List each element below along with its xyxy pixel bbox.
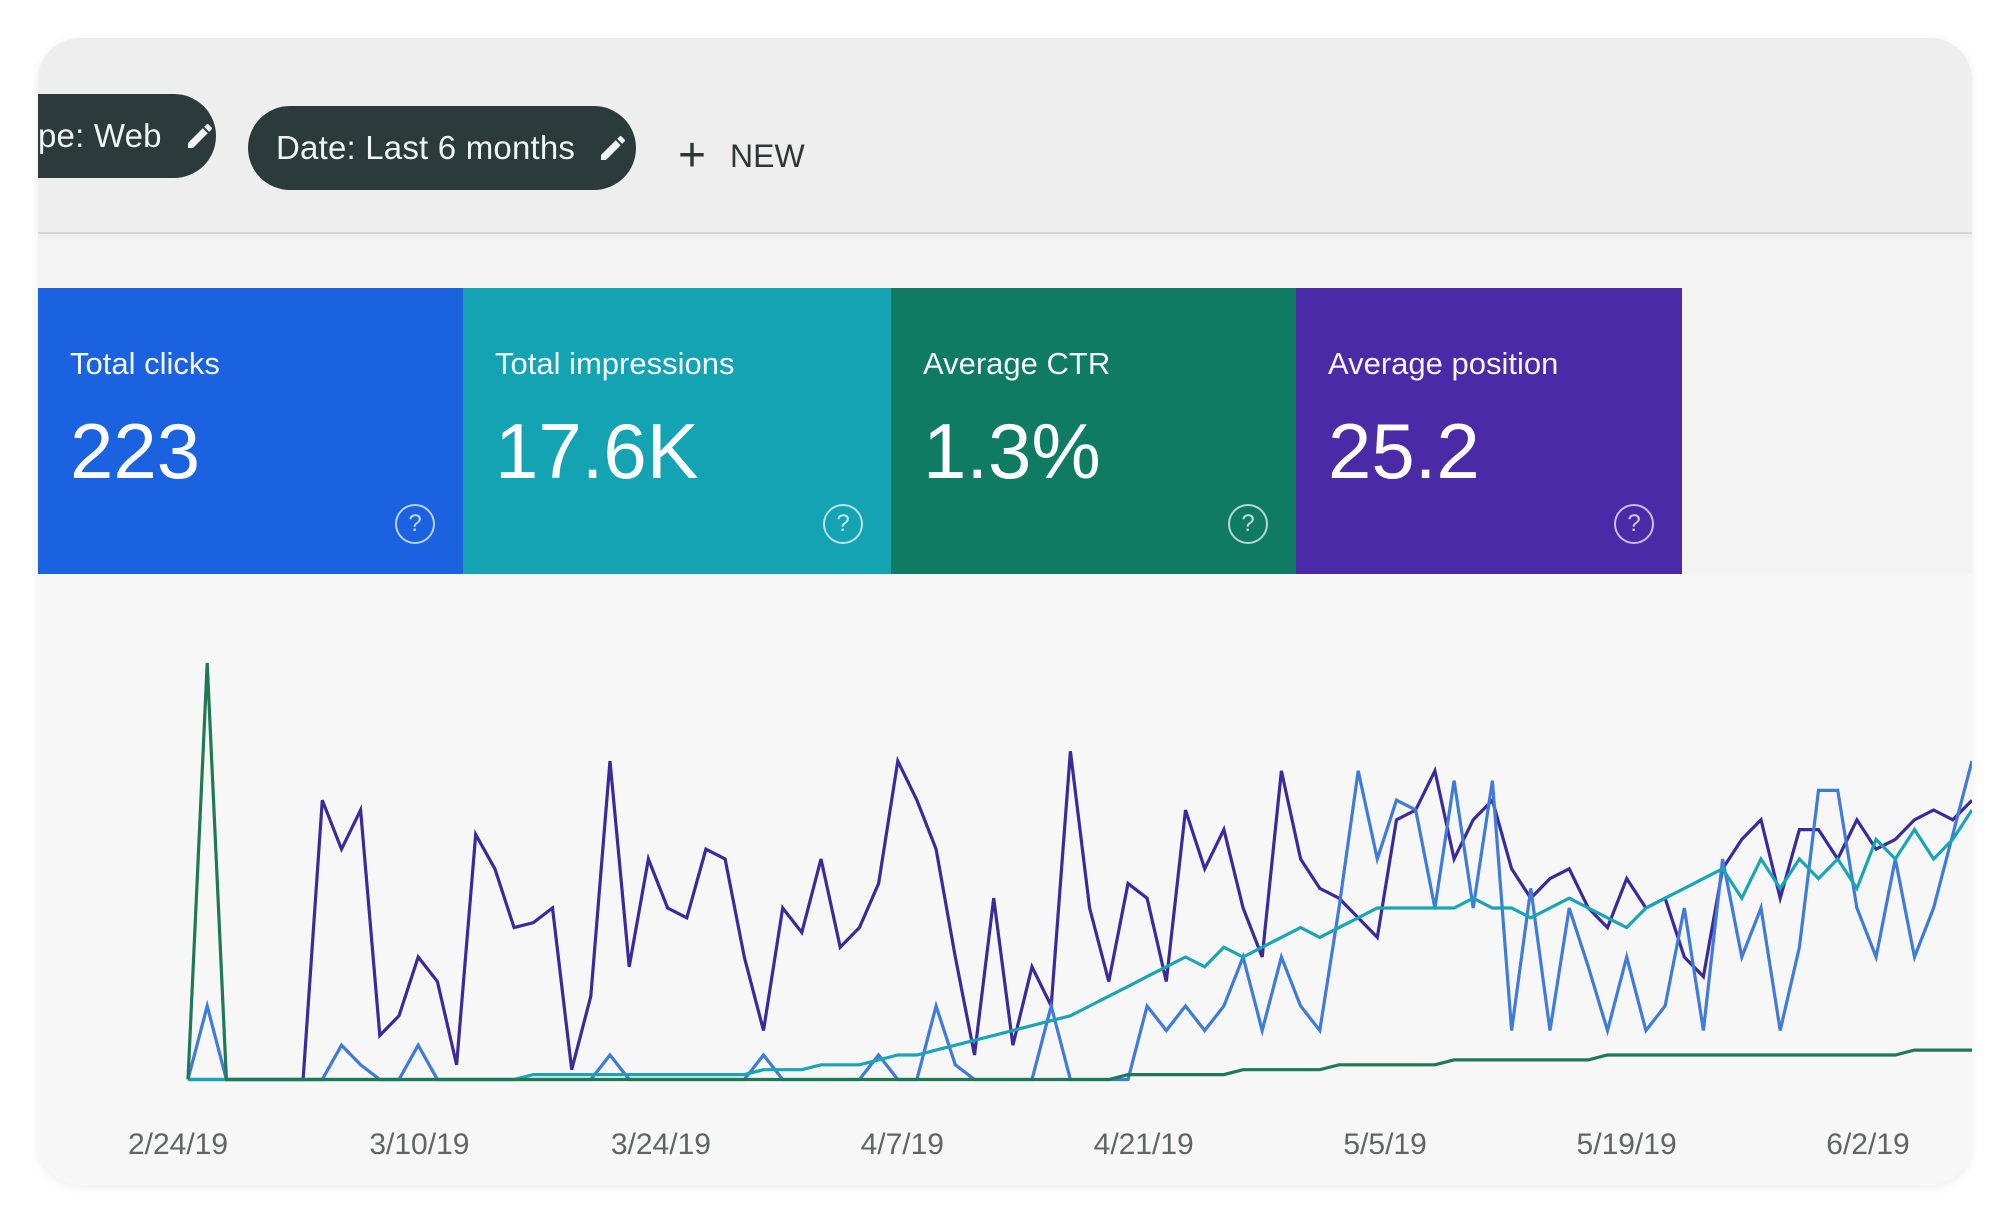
metric-card-label: Total clicks	[70, 346, 220, 381]
chart-series-line-1	[188, 751, 1972, 1082]
toolbar-divider	[38, 232, 1972, 234]
search-type-filter-chip[interactable]: pe: Web	[38, 94, 216, 178]
x-axis-tick-label: 5/19/19	[1577, 1128, 1677, 1161]
metric-card-average-position[interactable]: Average position 25.2 ?	[1296, 288, 1682, 574]
pencil-icon[interactable]	[597, 132, 629, 164]
date-filter-chip[interactable]: Date: Last 6 months	[248, 106, 636, 190]
metric-card-label: Average position	[1328, 346, 1559, 381]
metric-card-label: Total impressions	[495, 346, 735, 381]
search-type-chip-label: pe: Web	[38, 117, 162, 154]
x-axis-tick-label: 3/24/19	[611, 1128, 711, 1161]
x-axis-tick-label: 4/21/19	[1094, 1128, 1194, 1161]
performance-chart: 2/24/19 3/10/19 3/24/19 4/7/19 4/21/19 5/5/19…	[38, 574, 1972, 1185]
x-axis-tick-label: 2/24/19	[128, 1128, 228, 1161]
chart-series-line-3	[188, 809, 1972, 1082]
metric-card-value: 25.2	[1328, 407, 1480, 495]
pencil-icon[interactable]	[184, 120, 216, 152]
performance-line-chart: 2/24/19 3/10/19 3/24/19 4/7/19 4/21/19 5/5/19…	[128, 662, 1972, 1161]
metric-card-total-impressions[interactable]: Total impressions 17.6K ?	[463, 288, 891, 574]
x-axis-tick-label: 5/5/19	[1343, 1128, 1426, 1161]
filter-toolbar: pe: Web Date: Last 6 months + NEW	[38, 38, 1972, 238]
metric-cards: Total clicks 223 ? Total impressions 17.…	[38, 288, 1682, 574]
help-icon[interactable]: ?	[1228, 504, 1268, 544]
new-button-label: NEW	[730, 137, 805, 174]
chart-series-line-4	[186, 662, 1972, 1082]
help-icon[interactable]: ?	[395, 504, 435, 544]
metric-card-label: Average CTR	[923, 346, 1111, 381]
x-axis-tick-label: 6/2/19	[1826, 1128, 1909, 1161]
metric-card-value: 17.6K	[495, 407, 699, 495]
metric-card-total-clicks[interactable]: Total clicks 223 ?	[38, 288, 463, 574]
metric-card-value: 1.3%	[923, 407, 1101, 495]
help-icon[interactable]: ?	[1614, 504, 1654, 544]
plus-icon: +	[678, 129, 707, 182]
help-icon[interactable]: ?	[823, 504, 863, 544]
x-axis-tick-label: 3/10/19	[369, 1128, 469, 1161]
date-chip-label: Date: Last 6 months	[276, 129, 576, 166]
chart-series-line-2	[186, 760, 1972, 1082]
new-filter-button[interactable]: + NEW	[678, 126, 805, 186]
x-axis-tick-label: 4/7/19	[861, 1128, 944, 1161]
metric-card-average-ctr[interactable]: Average CTR 1.3% ?	[891, 288, 1296, 574]
screen-frame: pe: Web Date: Last 6 months + NEW Total …	[38, 38, 1972, 1185]
metric-card-value: 223	[70, 407, 201, 495]
